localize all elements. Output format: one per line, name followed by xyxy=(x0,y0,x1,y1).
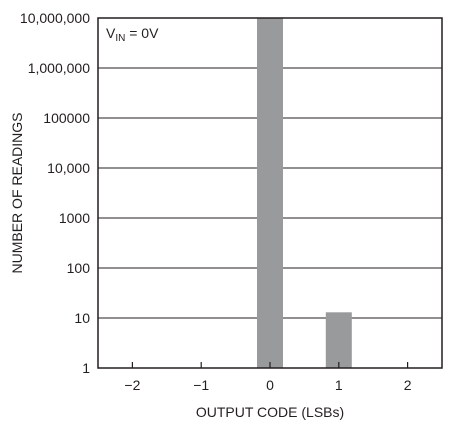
x-tick-label: 0 xyxy=(266,377,274,393)
y-tick-label: 1 xyxy=(82,360,90,376)
bar xyxy=(325,312,352,368)
y-tick-label: 100 xyxy=(67,260,91,276)
y-tick-label: 1000 xyxy=(59,210,90,226)
y-axis-title: NUMBER OF READINGS xyxy=(9,112,25,273)
annotation-suffix: = 0V xyxy=(125,25,159,41)
x-tick-label: 1 xyxy=(335,377,343,393)
condition-annotation: VIN = 0V xyxy=(106,25,159,44)
x-tick-label: 2 xyxy=(404,377,412,393)
bar xyxy=(257,18,283,368)
x-ticks: −2 −1 0 1 2 xyxy=(124,362,412,393)
y-tick-label: 1,000,000 xyxy=(28,60,90,76)
annotation-subscript: IN xyxy=(115,33,125,44)
x-tick-label: −1 xyxy=(193,377,209,393)
y-tick-label: 100000 xyxy=(43,110,90,126)
y-tick-labels: 1 10 100 1000 10,000 100000 1,000,000 10,000,00… xyxy=(20,10,90,376)
y-tick-label: 10 xyxy=(74,310,90,326)
annotation-prefix: V xyxy=(106,25,116,41)
y-tick-label: 10,000 xyxy=(47,160,90,176)
x-tick-label: −2 xyxy=(124,377,140,393)
bars xyxy=(257,18,352,368)
y-tick-label: 10,000,000 xyxy=(20,10,90,26)
x-axis-title: OUTPUT CODE (LSBs) xyxy=(196,404,344,420)
